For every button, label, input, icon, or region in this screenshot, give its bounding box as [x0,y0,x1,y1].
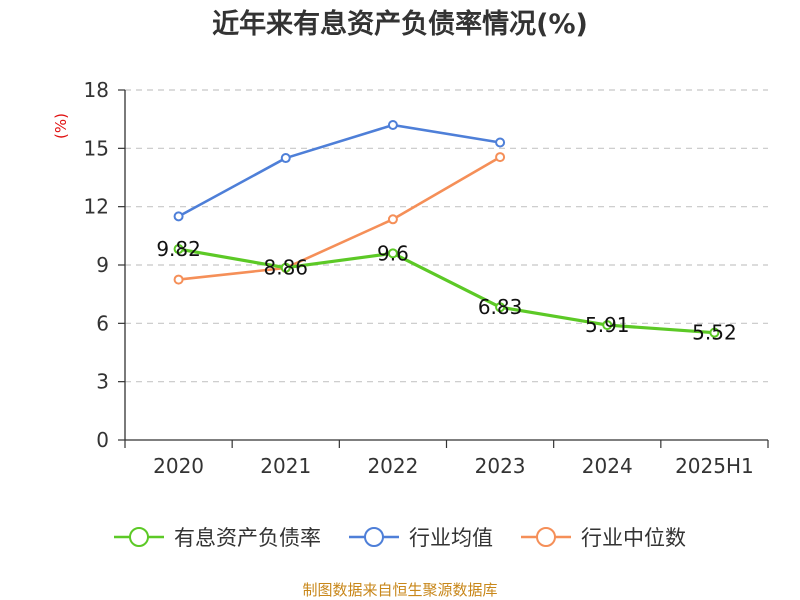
legend-label: 行业均值 [409,526,493,550]
data-label: 9.6 [377,241,409,265]
series-line [177,123,501,218]
y-tick-label: 18 [84,78,109,102]
legend-swatch-marker [536,527,556,547]
data-label: 5.91 [585,313,630,337]
series-line [178,247,715,335]
y-tick-label: 0 [96,428,109,452]
series-line [178,155,501,281]
y-tick-label: 15 [84,136,109,160]
data-point [280,262,291,273]
x-tick-label: 2023 [475,454,526,478]
y-tick-label: 3 [96,370,109,394]
source-note: 制图数据来自恒生聚源数据库 [302,581,497,599]
legend-label: 行业中位数 [581,526,686,550]
legend: 有息资产负债率 行业均值 行业中位数 [114,526,686,550]
y-tick-label: 9 [96,253,109,277]
data-labels: 9.82 8.86 9.6 6.83 5.91 5.52 [156,237,736,345]
data-point [495,302,506,313]
axes: 0 3 6 9 12 15 18 2020 2021 2022 2023 2024 2025H1 [84,78,769,478]
data-point [709,327,720,338]
data-point [495,137,506,148]
x-tick-label: 2021 [260,454,311,478]
legend-swatch-marker [129,527,149,547]
y-tick-label: 12 [84,195,109,219]
legend-item: 行业中位数 [521,526,686,550]
data-point [173,244,184,255]
x-tick-label: 2024 [582,454,633,478]
data-point [495,152,506,163]
legend-label: 有息资产负债率 [174,526,321,550]
y-tick-label: 6 [96,311,109,335]
data-point [602,320,613,331]
y-axis-unit: (%) [52,113,70,139]
data-point [173,211,184,222]
series-lines [173,120,720,338]
data-point [387,120,398,130]
legend-swatch-marker [364,527,384,547]
data-label: 5.52 [692,321,737,345]
x-tick-label: 2020 [153,454,204,478]
data-label: 6.83 [478,295,523,319]
legend-item: 有息资产负债率 [114,526,321,550]
grid-lines [125,89,768,383]
data-point [387,248,398,259]
x-tick-label: 2022 [367,454,418,478]
data-point [387,214,398,225]
chart-title: 近年来有息资产负债率情况(%) [212,8,588,40]
data-point [173,274,184,285]
data-point [280,153,291,164]
data-label: 8.86 [263,256,308,280]
legend-item: 行业均值 [349,526,493,550]
data-label: 9.82 [156,237,201,261]
x-tick-label: 2025H1 [675,454,754,478]
